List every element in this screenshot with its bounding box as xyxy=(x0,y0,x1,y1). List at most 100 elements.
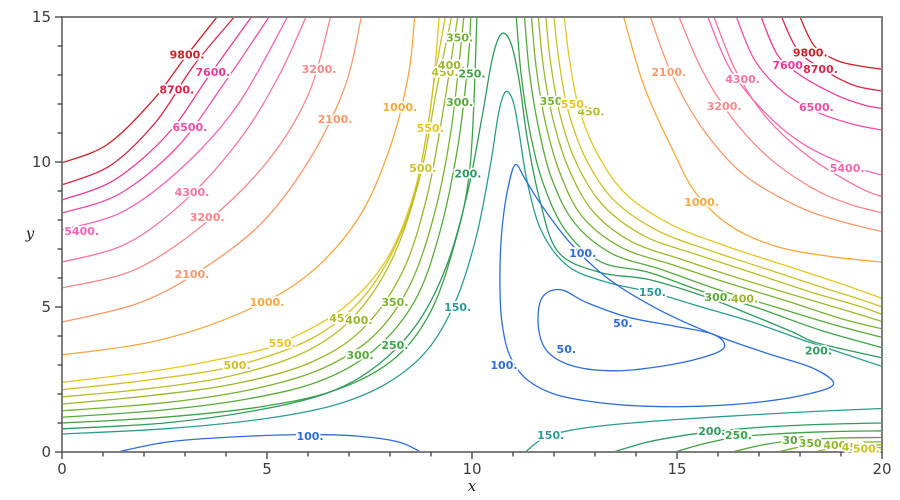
contour-line-250 xyxy=(62,17,478,424)
contour-label-50: 50. xyxy=(613,317,633,330)
contour-label-3200: 3200. xyxy=(302,63,337,76)
contour-label-350: 350. xyxy=(381,296,408,309)
contour-line-9800 xyxy=(799,17,882,70)
axis-ticks-group xyxy=(55,16,883,459)
x-tick-label-20: 20 xyxy=(872,460,891,478)
contour-label-2100: 2100. xyxy=(651,66,686,79)
contour-label-450: 450. xyxy=(577,105,604,118)
contour-label-300: 300. xyxy=(782,434,809,447)
contour-line-3200 xyxy=(678,17,882,214)
contour-label-500: 500. xyxy=(409,162,436,175)
contour-line-150 xyxy=(524,407,882,452)
contour-label-6500: 6500. xyxy=(173,121,208,134)
contour-label-4300: 4300. xyxy=(175,186,210,199)
contour-label-200: 200. xyxy=(805,345,832,358)
contour-line-450 xyxy=(545,17,882,315)
contour-label-50: 50. xyxy=(557,343,577,356)
contour-label-100: 100. xyxy=(569,247,596,260)
contour-label-200: 200. xyxy=(454,168,481,181)
contour-label-9800: 9800. xyxy=(170,49,205,62)
contour-line-350 xyxy=(777,441,882,452)
contour-label-3200: 3200. xyxy=(190,211,225,224)
contour-line-400 xyxy=(814,444,882,452)
contour-line-400 xyxy=(62,17,459,405)
contour-line-50 xyxy=(537,288,726,372)
y-tick-label-15: 15 xyxy=(32,8,51,26)
contour-label-350: 350. xyxy=(540,95,567,108)
contour-line-500 xyxy=(553,17,882,308)
x-tick-label-5: 5 xyxy=(262,460,272,478)
contour-label-550: 550. xyxy=(561,98,588,111)
contour-line-300 xyxy=(732,436,882,452)
contour-label-450: 450. xyxy=(431,66,458,79)
y-tick-label-0: 0 xyxy=(41,443,51,461)
contour-label-550: 550. xyxy=(417,122,444,135)
contour-label-5400: 5400. xyxy=(64,225,99,238)
contour-line-7600 xyxy=(62,17,252,201)
contour-label-500: 500. xyxy=(853,443,880,456)
contour-label-450: 450. xyxy=(329,312,356,325)
contour-line-7600 xyxy=(760,17,882,110)
contour-label-8700: 8700. xyxy=(803,63,838,76)
contour-label-8700: 8700. xyxy=(159,84,194,97)
contour-line-100 xyxy=(117,433,422,452)
contour-label-5400: 5400. xyxy=(830,162,865,175)
contour-label-250: 250. xyxy=(725,429,752,442)
contour-line-5400 xyxy=(707,17,882,176)
contour-line-300 xyxy=(523,17,882,339)
contour-line-8700 xyxy=(781,17,882,92)
contour-line-400 xyxy=(537,17,882,323)
x-tick-label-0: 0 xyxy=(57,460,67,478)
contour-label-1000: 1000. xyxy=(382,101,417,114)
x-tick-label-10: 10 xyxy=(462,460,481,478)
contour-line-1000 xyxy=(62,17,416,356)
contour-label-400: 400. xyxy=(823,439,850,452)
contour-label-1000: 1000. xyxy=(250,296,285,309)
contour-label-250: 250. xyxy=(458,68,485,81)
contour-label-350: 350. xyxy=(446,31,473,44)
contour-label-3200: 3200. xyxy=(707,100,742,113)
contour-label-1000: 1000. xyxy=(684,196,719,209)
contour-line-4300 xyxy=(713,17,882,198)
contour-line-8700 xyxy=(62,17,235,186)
contour-line-300 xyxy=(62,17,472,418)
contour-line-100 xyxy=(499,163,835,408)
contour-labels-group: 9800.8700.7600.6500.5400.4300.3200.3200.… xyxy=(63,30,882,458)
x-tick-label-15: 15 xyxy=(667,460,686,478)
contour-label-150: 150. xyxy=(444,301,471,314)
contour-line-2100 xyxy=(62,17,362,323)
contour-label-100: 100. xyxy=(490,359,517,372)
contour-line-200 xyxy=(613,422,882,452)
contour-line-9800 xyxy=(62,17,218,164)
contour-lines-group xyxy=(62,17,882,452)
y-tick-label-10: 10 xyxy=(32,153,51,171)
contour-label-450: 450. xyxy=(842,441,869,454)
contour-line-500 xyxy=(62,17,446,391)
y-axis-title: y xyxy=(25,225,35,243)
contour-label-200: 200. xyxy=(698,425,725,438)
contour-line-150 xyxy=(62,90,882,435)
contour-label-7600: 7600. xyxy=(772,59,807,72)
contour-label-300: 300. xyxy=(446,96,473,109)
contour-label-350: 350. xyxy=(799,437,826,450)
contour-line-5400 xyxy=(62,17,289,231)
x-axis-title: x xyxy=(468,477,477,495)
contour-label-2100: 2100. xyxy=(175,268,210,281)
contour-line-4300 xyxy=(62,17,307,263)
contour-line-6500 xyxy=(62,17,270,214)
contour-label-500: 500. xyxy=(223,359,250,372)
contour-line-350 xyxy=(530,17,882,330)
contour-label-7600: 7600. xyxy=(195,66,230,79)
contour-label-6500: 6500. xyxy=(799,101,834,114)
contour-label-250: 250. xyxy=(381,339,408,352)
contour-label-4300: 4300. xyxy=(725,73,760,86)
contour-label-150: 150. xyxy=(537,429,564,442)
contour-label-100: 100. xyxy=(296,430,323,443)
contour-line-3200 xyxy=(62,17,332,289)
contour-label-300: 300. xyxy=(704,291,731,304)
contour-label-400: 400. xyxy=(438,59,465,72)
y-tick-label-5: 5 xyxy=(41,298,51,316)
contour-label-550: 550. xyxy=(269,337,296,350)
